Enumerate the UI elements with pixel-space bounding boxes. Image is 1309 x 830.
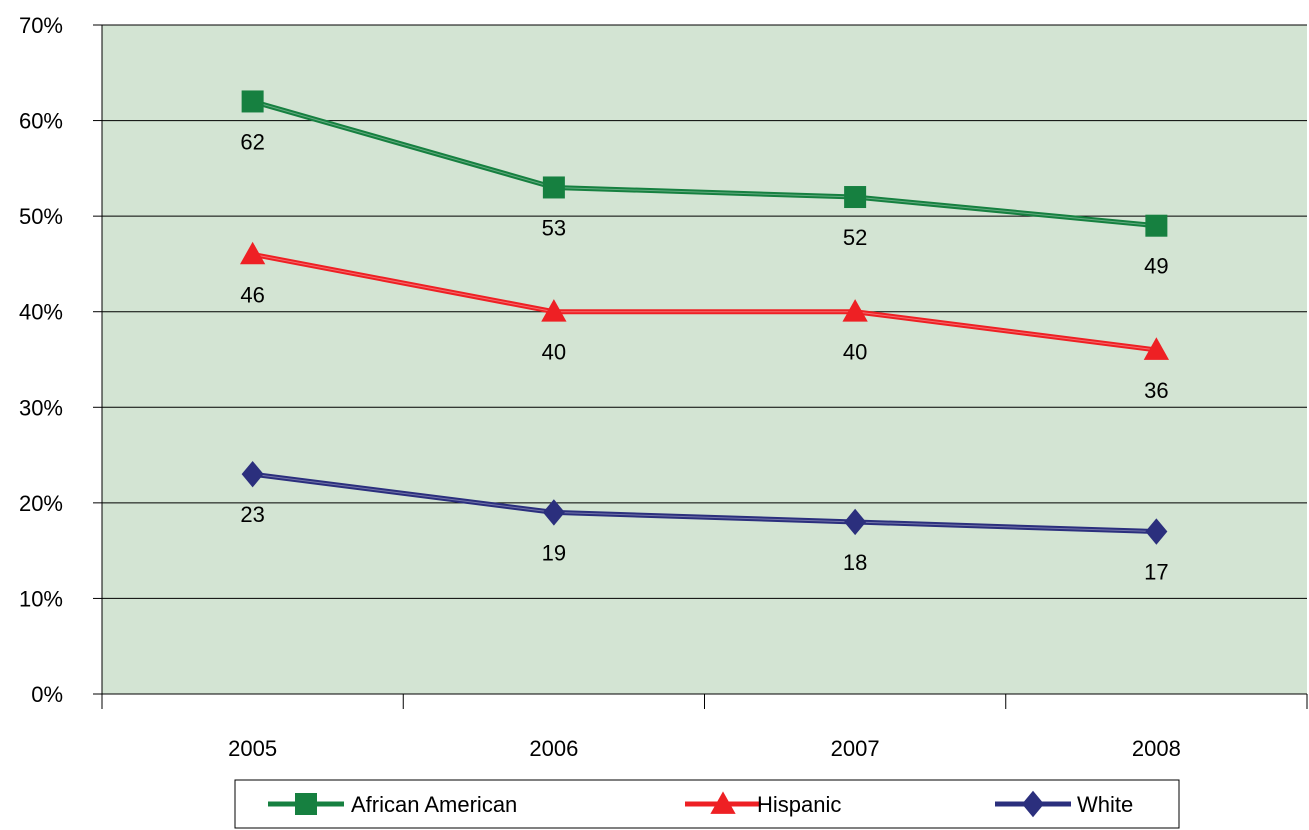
plot-background — [102, 25, 1307, 694]
x-tick-label: 2007 — [831, 736, 880, 761]
legend-marker — [1022, 790, 1044, 818]
data-point — [239, 241, 266, 265]
data-point — [541, 299, 567, 322]
data-label: 18 — [843, 550, 867, 575]
data-label: 52 — [843, 225, 867, 250]
series-line — [251, 99, 1157, 229]
legend: African American Hispanic White — [234, 779, 1180, 829]
series-hispanic: 46 40 40 36 — [239, 241, 1170, 403]
y-tick-label: 10% — [19, 586, 63, 611]
legend-marker — [295, 793, 317, 815]
series-line-highlight — [252, 100, 1157, 227]
x-tick-label: 2008 — [1132, 736, 1181, 761]
data-label: 53 — [542, 215, 566, 240]
data-label: 19 — [542, 540, 566, 565]
series-line-highlight — [252, 473, 1157, 533]
series-african-american: 62 53 52 49 — [240, 90, 1169, 279]
series-white: 23 19 18 17 — [240, 460, 1169, 585]
data-label: 49 — [1144, 254, 1168, 279]
legend-label: White — [1077, 792, 1133, 817]
series-line — [252, 471, 1157, 535]
data-point — [844, 508, 867, 536]
y-tick-label: 20% — [19, 491, 63, 516]
data-point — [844, 186, 867, 209]
data-point — [542, 176, 565, 199]
legend-item-hispanic: Hispanic — [685, 791, 841, 817]
data-point — [842, 299, 868, 322]
x-tick-label: 2006 — [529, 736, 578, 761]
legend-item-white: White — [995, 790, 1133, 818]
data-label: 36 — [1144, 378, 1168, 403]
legend-label: Hispanic — [757, 792, 841, 817]
plot-area — [102, 24, 1307, 694]
y-tick-label: 70% — [19, 13, 63, 38]
series-line — [252, 251, 1157, 353]
data-point — [1143, 337, 1170, 360]
data-point — [1145, 518, 1168, 545]
x-tick-label: 2005 — [228, 736, 277, 761]
legend-label: African American — [351, 792, 517, 817]
y-tick-label: 30% — [19, 395, 63, 420]
series-line-highlight — [252, 253, 1157, 351]
y-tick-label: 60% — [19, 109, 63, 134]
legend-marker — [710, 791, 736, 814]
data-label: 62 — [240, 129, 264, 154]
data-label: 40 — [542, 340, 566, 365]
data-point — [241, 460, 264, 488]
y-tick-label: 0% — [31, 682, 63, 707]
data-label: 23 — [240, 502, 264, 527]
y-axis: 0% 10% 20% 30% 40% 50% 60% 70% — [19, 13, 103, 707]
data-label: 17 — [1144, 560, 1168, 585]
y-tick-label: 40% — [19, 300, 63, 325]
data-point — [1145, 214, 1168, 237]
x-axis: 2005 2006 2007 2008 — [101, 693, 1308, 761]
data-point — [542, 499, 565, 526]
data-label: 46 — [240, 282, 264, 307]
data-point — [241, 90, 264, 113]
y-tick-label: 50% — [19, 204, 63, 229]
legend-item-african-american: African American — [268, 792, 517, 817]
series-layer: 62 53 52 49 46 40 40 36 23 19 18 17 — [239, 90, 1170, 585]
data-label: 40 — [843, 340, 867, 365]
